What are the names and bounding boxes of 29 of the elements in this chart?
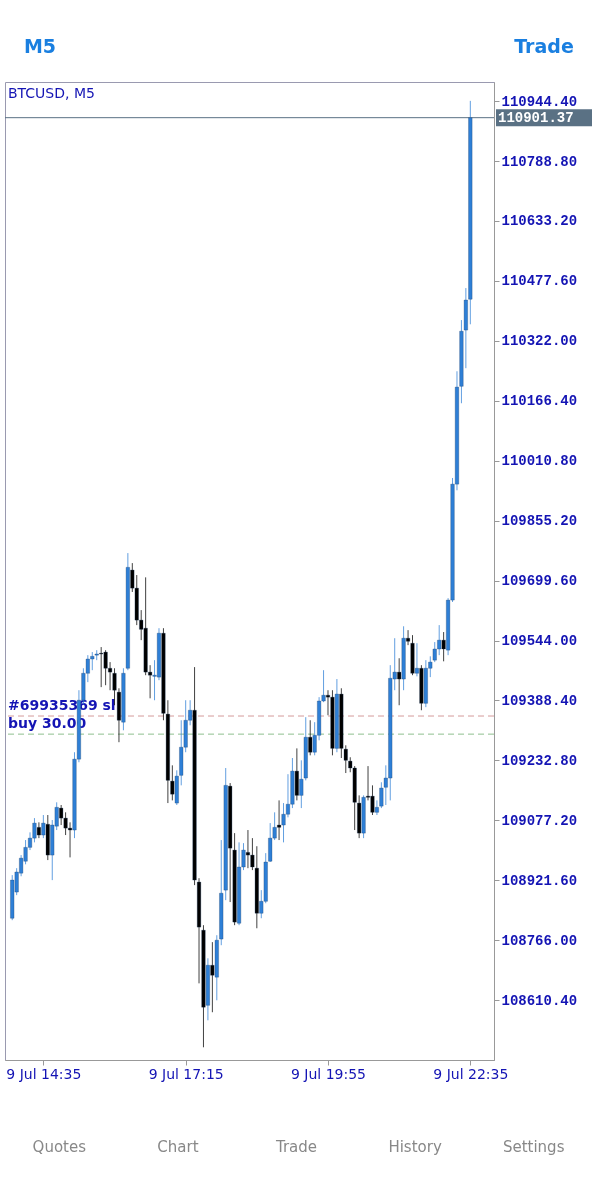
y-tick-label: 110788.80: [501, 153, 578, 170]
y-tick-label: 110322.00: [501, 333, 578, 350]
x-tick-label: 9 Jul 22:35: [433, 1065, 509, 1082]
text: Quotes: [32, 1138, 87, 1156]
x-tick-label: 9 Jul 17:15: [148, 1065, 224, 1082]
y-tick-label: 109544.00: [501, 633, 578, 650]
text: Chart: [157, 1138, 199, 1156]
ref-line-label: 110901.37: [498, 109, 574, 126]
y-tick-label: 110477.60: [501, 273, 578, 290]
y-tick-label: 109077.20: [501, 812, 578, 829]
text: Settings: [502, 1138, 565, 1156]
y-tick-label: 110010.80: [501, 453, 578, 470]
y-tick-label: 108610.40: [501, 992, 578, 1009]
y-tick-label: 109699.60: [501, 573, 578, 590]
text: M5: [23, 35, 57, 57]
y-tick-label: 110944.40: [501, 93, 578, 110]
y-tick-label: 108921.60: [501, 872, 578, 889]
text: Trade: [274, 1138, 318, 1156]
y-tick-label: 109232.80: [501, 752, 578, 769]
x-tick-label: 9 Jul 14:35: [6, 1065, 82, 1082]
y-tick-label: 109855.20: [501, 513, 578, 530]
chart-title: BTCUSD, M5: [8, 85, 95, 101]
text: Trade: [514, 35, 574, 57]
y-tick-label: 110166.40: [501, 393, 578, 410]
y-tick-label: 108766.00: [501, 932, 578, 949]
x-tick-label: 9 Jul 19:55: [290, 1065, 367, 1082]
y-tick-label: 109388.40: [501, 692, 578, 709]
text: History: [388, 1138, 442, 1156]
y-tick-label: 110633.20: [501, 213, 578, 230]
